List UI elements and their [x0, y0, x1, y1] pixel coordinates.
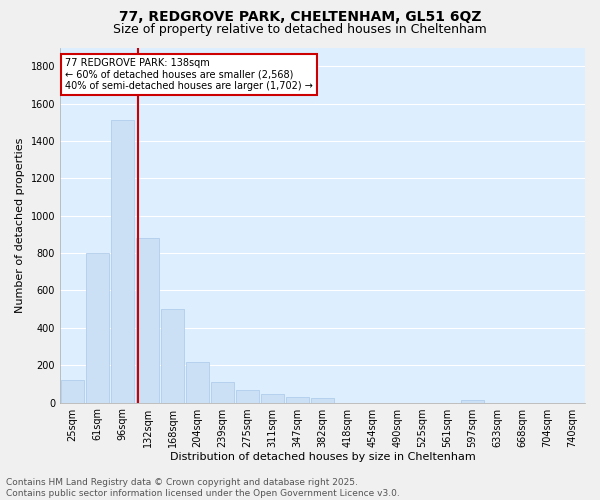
- X-axis label: Distribution of detached houses by size in Cheltenham: Distribution of detached houses by size …: [170, 452, 475, 462]
- Bar: [136, 238, 160, 402]
- Bar: [211, 382, 235, 402]
- Bar: [311, 398, 334, 402]
- Bar: [286, 397, 310, 402]
- Bar: [86, 253, 109, 402]
- Bar: [161, 309, 184, 402]
- Bar: [185, 362, 209, 403]
- Bar: [260, 394, 284, 402]
- Bar: [110, 120, 134, 402]
- Y-axis label: Number of detached properties: Number of detached properties: [15, 138, 25, 312]
- Text: 77 REDGROVE PARK: 138sqm
← 60% of detached houses are smaller (2,568)
40% of sem: 77 REDGROVE PARK: 138sqm ← 60% of detach…: [65, 58, 313, 92]
- Bar: [236, 390, 259, 402]
- Text: 77, REDGROVE PARK, CHELTENHAM, GL51 6QZ: 77, REDGROVE PARK, CHELTENHAM, GL51 6QZ: [119, 10, 481, 24]
- Text: Contains HM Land Registry data © Crown copyright and database right 2025.
Contai: Contains HM Land Registry data © Crown c…: [6, 478, 400, 498]
- Bar: [61, 380, 85, 402]
- Bar: [461, 400, 484, 402]
- Text: Size of property relative to detached houses in Cheltenham: Size of property relative to detached ho…: [113, 22, 487, 36]
